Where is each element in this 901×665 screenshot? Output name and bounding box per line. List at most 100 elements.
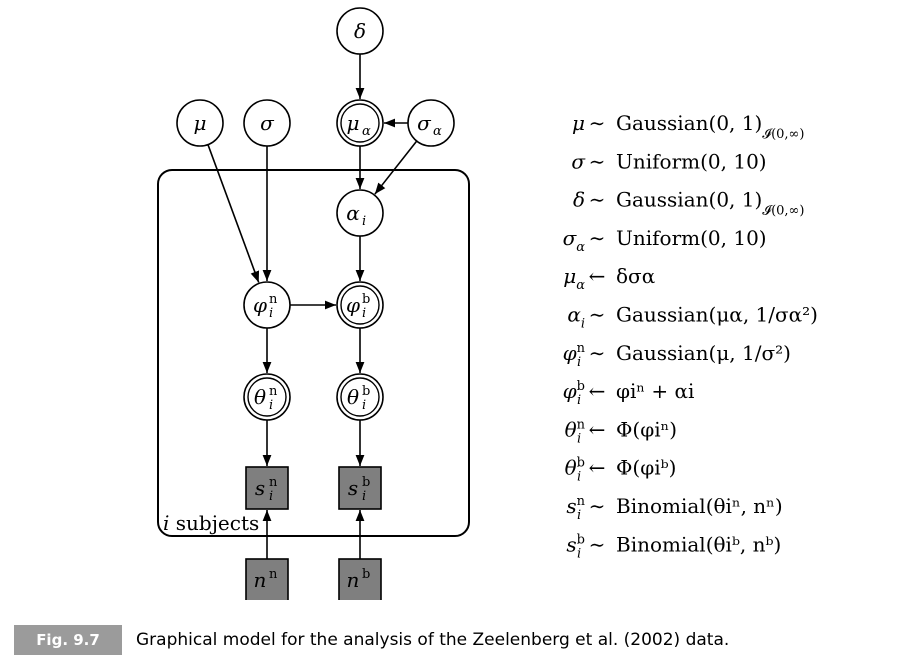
svg-text:i: i bbox=[269, 306, 273, 321]
equation-rhs: Uniform(0, 10) bbox=[616, 226, 767, 250]
svg-text:b: b bbox=[362, 292, 370, 307]
node-mu: μ bbox=[176, 99, 224, 147]
equation-rhs: Gaussian(μ, 1/σ²) bbox=[616, 341, 791, 365]
equation-lhs: θn i bbox=[565, 417, 586, 446]
equations-panel: μ ∼ Gaussian(0, 1)𝓘(0,∞)σ ∼ Uniform(0, 10)δ ∼… bbox=[563, 111, 818, 561]
graphical-model-diagram: i subjects δμ σ μ α σ αα iφ ni φ biθ ni θ bis ni s bin n… bbox=[157, 7, 818, 600]
equation-operator: ∼ bbox=[589, 532, 606, 556]
equation-rhs: δσα bbox=[616, 264, 655, 288]
equation-row: σα ∼ Uniform(0, 10) bbox=[563, 226, 767, 255]
equation-lhs: φn i bbox=[563, 341, 586, 370]
svg-text:s: s bbox=[348, 476, 358, 500]
equation-rhs: Gaussian(0, 1)𝓘(0,∞) bbox=[616, 188, 804, 219]
subjects-plate bbox=[157, 169, 470, 537]
equation-lhs: σ bbox=[571, 149, 586, 173]
equation-rhs: Gaussian(μα, 1/σα²) bbox=[616, 303, 818, 327]
svg-text:b: b bbox=[362, 475, 370, 490]
equation-lhs: φb i bbox=[563, 379, 585, 408]
equation-row: θn i ← Φ(φiⁿ) bbox=[565, 417, 677, 446]
equation-rhs: Gaussian(0, 1)𝓘(0,∞) bbox=[616, 111, 804, 142]
node-s-n: s ni bbox=[245, 466, 289, 510]
svg-text:s: s bbox=[255, 476, 265, 500]
equation-lhs: μα bbox=[563, 264, 585, 293]
equation-rhs: Φ(φiⁿ) bbox=[616, 417, 677, 441]
equation-rhs: Φ(φiᵇ) bbox=[616, 456, 676, 480]
node-delta: δ bbox=[336, 7, 384, 55]
svg-text:θ: θ bbox=[254, 385, 266, 409]
svg-text:i: i bbox=[362, 306, 366, 321]
node-phi-n: φ ni bbox=[243, 281, 291, 329]
equation-operator: ∼ bbox=[589, 494, 606, 518]
nodes: δμ σ μ α σ αα iφ ni φ biθ ni θ bis ni s bin n n b bbox=[176, 7, 455, 600]
svg-text:i: i bbox=[269, 489, 273, 504]
equation-lhs: σα bbox=[563, 226, 586, 255]
svg-text:φ: φ bbox=[253, 293, 267, 317]
svg-text:φ: φ bbox=[346, 293, 360, 317]
equation-row: φn i ∼ Gaussian(μ, 1/σ²) bbox=[563, 341, 791, 370]
node-theta-b: θ bi bbox=[336, 373, 384, 421]
svg-text:i: i bbox=[269, 398, 273, 413]
svg-text:α: α bbox=[362, 124, 371, 139]
equation-operator: ← bbox=[589, 417, 606, 441]
equation-lhs: μ bbox=[572, 111, 585, 135]
equation-operator: ∼ bbox=[589, 303, 606, 327]
node-phi-b: φ bi bbox=[336, 281, 384, 329]
equation-row: sn i ∼ Binomial(θiⁿ, nⁿ) bbox=[566, 494, 782, 523]
equation-lhs: sb i bbox=[566, 532, 585, 561]
svg-text:i: i bbox=[362, 489, 366, 504]
equation-operator: ∼ bbox=[589, 111, 606, 135]
svg-text:n: n bbox=[269, 384, 278, 399]
equation-row: μα ← δσα bbox=[563, 264, 655, 293]
equation-row: σ ∼ Uniform(0, 10) bbox=[571, 149, 766, 173]
svg-text:α: α bbox=[433, 124, 442, 139]
equation-operator: ← bbox=[589, 264, 606, 288]
equation-operator: ∼ bbox=[589, 341, 606, 365]
svg-text:θ: θ bbox=[347, 385, 359, 409]
equation-row: φb i ← φiⁿ + αi bbox=[563, 379, 695, 408]
equation-lhs: δ bbox=[573, 188, 585, 212]
equation-operator: ∼ bbox=[589, 188, 606, 212]
node-s-b: s bi bbox=[338, 466, 382, 510]
equation-operator: ∼ bbox=[589, 149, 606, 173]
equation-row: δ ∼ Gaussian(0, 1)𝓘(0,∞) bbox=[573, 188, 805, 219]
svg-text:μ: μ bbox=[347, 111, 360, 135]
equation-row: θb i ← Φ(φiᵇ) bbox=[565, 456, 677, 485]
svg-text:σ: σ bbox=[417, 111, 432, 135]
node-theta-n: θ ni bbox=[243, 373, 291, 421]
equation-lhs: αi bbox=[567, 303, 585, 332]
edges bbox=[207, 54, 418, 559]
equation-operator: ← bbox=[589, 379, 606, 403]
svg-text:α: α bbox=[346, 201, 360, 225]
equation-lhs: sn i bbox=[566, 494, 585, 523]
svg-text:μ: μ bbox=[194, 111, 207, 135]
svg-text:n: n bbox=[269, 475, 278, 490]
equation-row: sb i ∼ Binomial(θiᵇ, nᵇ) bbox=[566, 532, 781, 561]
equation-row: αi ∼ Gaussian(μα, 1/σα²) bbox=[567, 303, 818, 332]
equation-rhs: Uniform(0, 10) bbox=[616, 149, 767, 173]
node-sigma: σ bbox=[243, 99, 291, 147]
equation-rhs: φiⁿ + αi bbox=[616, 379, 694, 403]
equation-rhs: Binomial(θiᵇ, nᵇ) bbox=[616, 532, 781, 556]
svg-text:i: i bbox=[362, 214, 366, 229]
equation-row: μ ∼ Gaussian(0, 1)𝓘(0,∞) bbox=[572, 111, 804, 142]
equation-operator: ← bbox=[589, 456, 606, 480]
equation-rhs: Binomial(θiⁿ, nⁿ) bbox=[616, 494, 783, 518]
plate-label: i subjects bbox=[163, 511, 259, 535]
svg-text:b: b bbox=[362, 384, 370, 399]
svg-text:n: n bbox=[269, 292, 278, 307]
svg-text:σ: σ bbox=[260, 111, 275, 135]
svg-text:n: n bbox=[347, 568, 360, 592]
figure-caption: Graphical model for the analysis of the … bbox=[136, 630, 730, 650]
figure-tag: Fig. 9.7 bbox=[14, 625, 122, 655]
equation-operator: ∼ bbox=[589, 226, 606, 250]
edge-sigma_alpha-to-alpha_i bbox=[374, 140, 418, 195]
equation-lhs: θb i bbox=[565, 456, 585, 485]
svg-text:n: n bbox=[254, 568, 267, 592]
svg-text:δ: δ bbox=[354, 19, 366, 43]
svg-text:n: n bbox=[269, 567, 278, 582]
